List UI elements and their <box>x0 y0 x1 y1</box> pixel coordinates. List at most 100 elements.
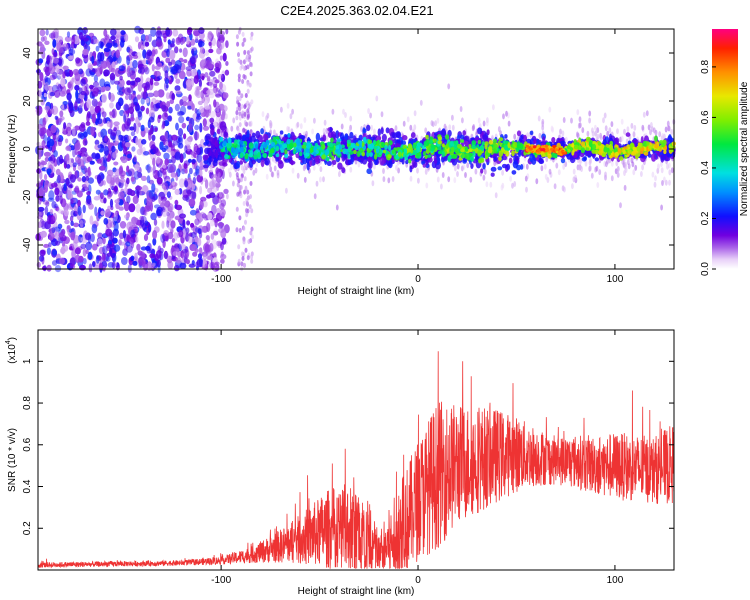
spectrogram-core-blob <box>408 158 412 164</box>
spectrogram-halo-blob <box>331 108 335 115</box>
spectrogram-noise-blob <box>161 104 167 112</box>
spectrogram-band-blob <box>315 156 320 165</box>
spectrogram-halo-blob <box>489 181 493 188</box>
spectrogram-noise-blob <box>242 201 246 206</box>
spectrogram-band-blob <box>490 166 497 172</box>
spectrogram-noise-blob <box>85 121 91 126</box>
spectrogram-halo-blob <box>402 120 406 127</box>
spectrogram-band-blob <box>501 163 508 169</box>
spectrogram-noise-blob <box>68 99 72 108</box>
spectrogram-noise-blob <box>172 29 179 37</box>
spectrogram-noise-blob <box>115 202 120 210</box>
spectrogram-noise-blob <box>218 40 225 50</box>
spectrogram-noise-blob <box>78 172 84 176</box>
spectrogram-noise-blob <box>101 260 108 269</box>
spectrogram-band-blob <box>625 132 631 137</box>
spectrogram-noise-blob <box>82 248 87 257</box>
spectrogram-core-blob <box>227 137 232 144</box>
spectrogram-noise-blob <box>140 246 147 251</box>
spectrogram-halo-blob <box>243 119 247 126</box>
spectrogram-noise-blob <box>44 77 51 86</box>
spectrogram-noise-blob <box>36 168 41 174</box>
spectrogram-halo-blob <box>599 134 603 141</box>
spectrogram-noise-blob <box>157 170 163 178</box>
spectrogram-halo-blob <box>394 125 398 132</box>
spectrogram-noise-blob <box>111 109 116 118</box>
spectrogram-band-blob <box>482 134 488 140</box>
spectrogram-noise-blob <box>195 90 203 99</box>
spectrogram-halo-blob <box>543 163 547 170</box>
spectrogram-noise-blob <box>109 111 113 116</box>
spectrogram-halo-blob <box>322 128 326 134</box>
spectrogram-noise-blob <box>240 64 244 70</box>
spectrogram-noise-blob <box>175 37 182 45</box>
spectrogram-halo-blob <box>548 106 552 113</box>
spectrogram-noise-blob <box>65 138 69 144</box>
spectrogram-noise-blob <box>81 176 87 183</box>
spectrogram-noise-blob <box>186 220 191 226</box>
spectrogram-noise-blob <box>201 75 205 81</box>
spectrogram-noise-blob <box>237 88 241 94</box>
spectrogram-noise-blob <box>40 230 47 238</box>
spectrogram-noise-blob <box>188 123 193 133</box>
spectrogram-band-blob <box>210 127 215 136</box>
spectrogram-noise-blob <box>124 186 128 195</box>
spectrogram-noise-blob <box>209 117 215 124</box>
spectrogram-halo-blob <box>632 130 636 137</box>
spectrogram-noise-blob <box>112 151 118 159</box>
spectrogram-noise-blob <box>153 218 158 226</box>
spectrogram-halo-blob <box>557 169 561 176</box>
spectrogram-noise-blob <box>137 82 143 92</box>
spectrogram-noise-blob <box>142 59 147 65</box>
spectrogram-noise-blob <box>152 237 157 246</box>
spectrogram-halo-blob <box>312 164 316 171</box>
spectrogram-noise-blob <box>37 221 42 229</box>
spectrogram-band-blob <box>263 133 269 141</box>
spectrogram-halo-blob <box>651 171 655 178</box>
spectrogram-noise-blob <box>207 187 213 194</box>
spectrogram-noise-blob <box>212 230 219 236</box>
spectrogram-noise-blob <box>104 35 109 41</box>
spectrogram-noise-blob <box>38 198 42 205</box>
spectrogram-halo-blob <box>641 164 644 171</box>
spectrogram-noise-blob <box>242 37 246 43</box>
spectrogram-noise-blob <box>49 225 56 231</box>
spectrogram-band-blob <box>339 132 345 142</box>
spectrogram-noise-blob <box>250 208 254 214</box>
spectrogram-band-blob <box>208 155 212 165</box>
spectrogram-noise-blob <box>118 206 124 211</box>
spectrogram-noise-blob <box>181 96 189 102</box>
spectrogram-noise-blob <box>169 163 176 172</box>
spectrogram-noise-blob <box>126 87 134 94</box>
spectrogram-band-blob <box>506 163 511 171</box>
spectrogram-noise-blob <box>137 111 143 121</box>
spectrogram-noise-blob <box>198 27 205 34</box>
spectrogram-noise-blob <box>241 256 245 261</box>
spectrogram-noise-blob <box>170 220 176 229</box>
spectrogram-noise-blob <box>202 125 210 131</box>
spectrogram-band-blob <box>210 143 214 151</box>
spectrogram-halo-blob <box>670 129 673 135</box>
spectrogram-noise-blob <box>194 130 198 141</box>
spectrogram-noise-blob <box>188 158 192 163</box>
spectrogram-noise-blob <box>143 151 150 156</box>
spectrogram-noise-blob <box>118 78 125 88</box>
spectrogram-noise-blob <box>147 223 152 233</box>
spectrogram-band-blob <box>205 133 211 140</box>
spectrogram-noise-blob <box>205 235 210 241</box>
spectrogram-halo-blob <box>325 135 329 142</box>
spectrogram-noise-blob <box>246 108 250 114</box>
spectrogram-halo-blob <box>252 169 256 176</box>
spectrogram-core-blob <box>350 144 355 148</box>
spectrogram-noise-blob <box>178 116 185 124</box>
spectrogram-halo-blob <box>382 168 385 174</box>
spectrogram-halo-blob <box>577 122 581 129</box>
spectrogram-halo-blob <box>588 110 592 117</box>
spectrogram-noise-blob <box>194 218 200 226</box>
spectrogram-noise-blob <box>193 172 198 177</box>
spectrogram-core-blob <box>388 144 392 151</box>
spectrogram-noise-blob <box>71 35 76 45</box>
spectrogram-noise-blob <box>88 263 93 273</box>
spectrogram-noise-blob <box>60 246 65 255</box>
spectrogram-noise-blob <box>183 59 188 64</box>
